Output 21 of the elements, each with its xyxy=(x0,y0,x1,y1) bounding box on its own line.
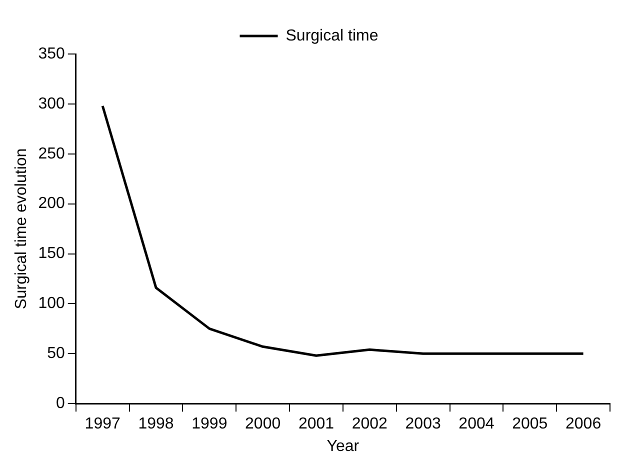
x-tick-label: 2004 xyxy=(458,416,494,433)
x-tick-label: 2005 xyxy=(512,416,548,433)
x-tick-label: 1997 xyxy=(84,416,120,433)
y-tick-label: 350 xyxy=(38,45,65,62)
legend-label: Surgical time xyxy=(286,27,378,44)
y-tick-label: 200 xyxy=(38,195,65,212)
x-tick-label: 2000 xyxy=(245,416,281,433)
x-tick-label: 2001 xyxy=(298,416,334,433)
x-tick-label: 1999 xyxy=(192,416,228,433)
y-tick-label: 50 xyxy=(47,345,65,362)
y-tick-label: 100 xyxy=(38,295,65,312)
x-tick-label: 2006 xyxy=(566,416,602,433)
y-tick-label: 150 xyxy=(38,245,65,262)
y-tick-label: 250 xyxy=(38,145,65,162)
y-tick-label: 0 xyxy=(56,395,65,412)
x-tick-label: 1998 xyxy=(138,416,174,433)
y-axis-title: Surgical time evolution xyxy=(13,148,30,310)
x-axis-title: Year xyxy=(326,438,360,455)
y-tick-label: 300 xyxy=(38,95,65,112)
x-tick-label: 2002 xyxy=(352,416,388,433)
x-tick-label: 2003 xyxy=(405,416,441,433)
